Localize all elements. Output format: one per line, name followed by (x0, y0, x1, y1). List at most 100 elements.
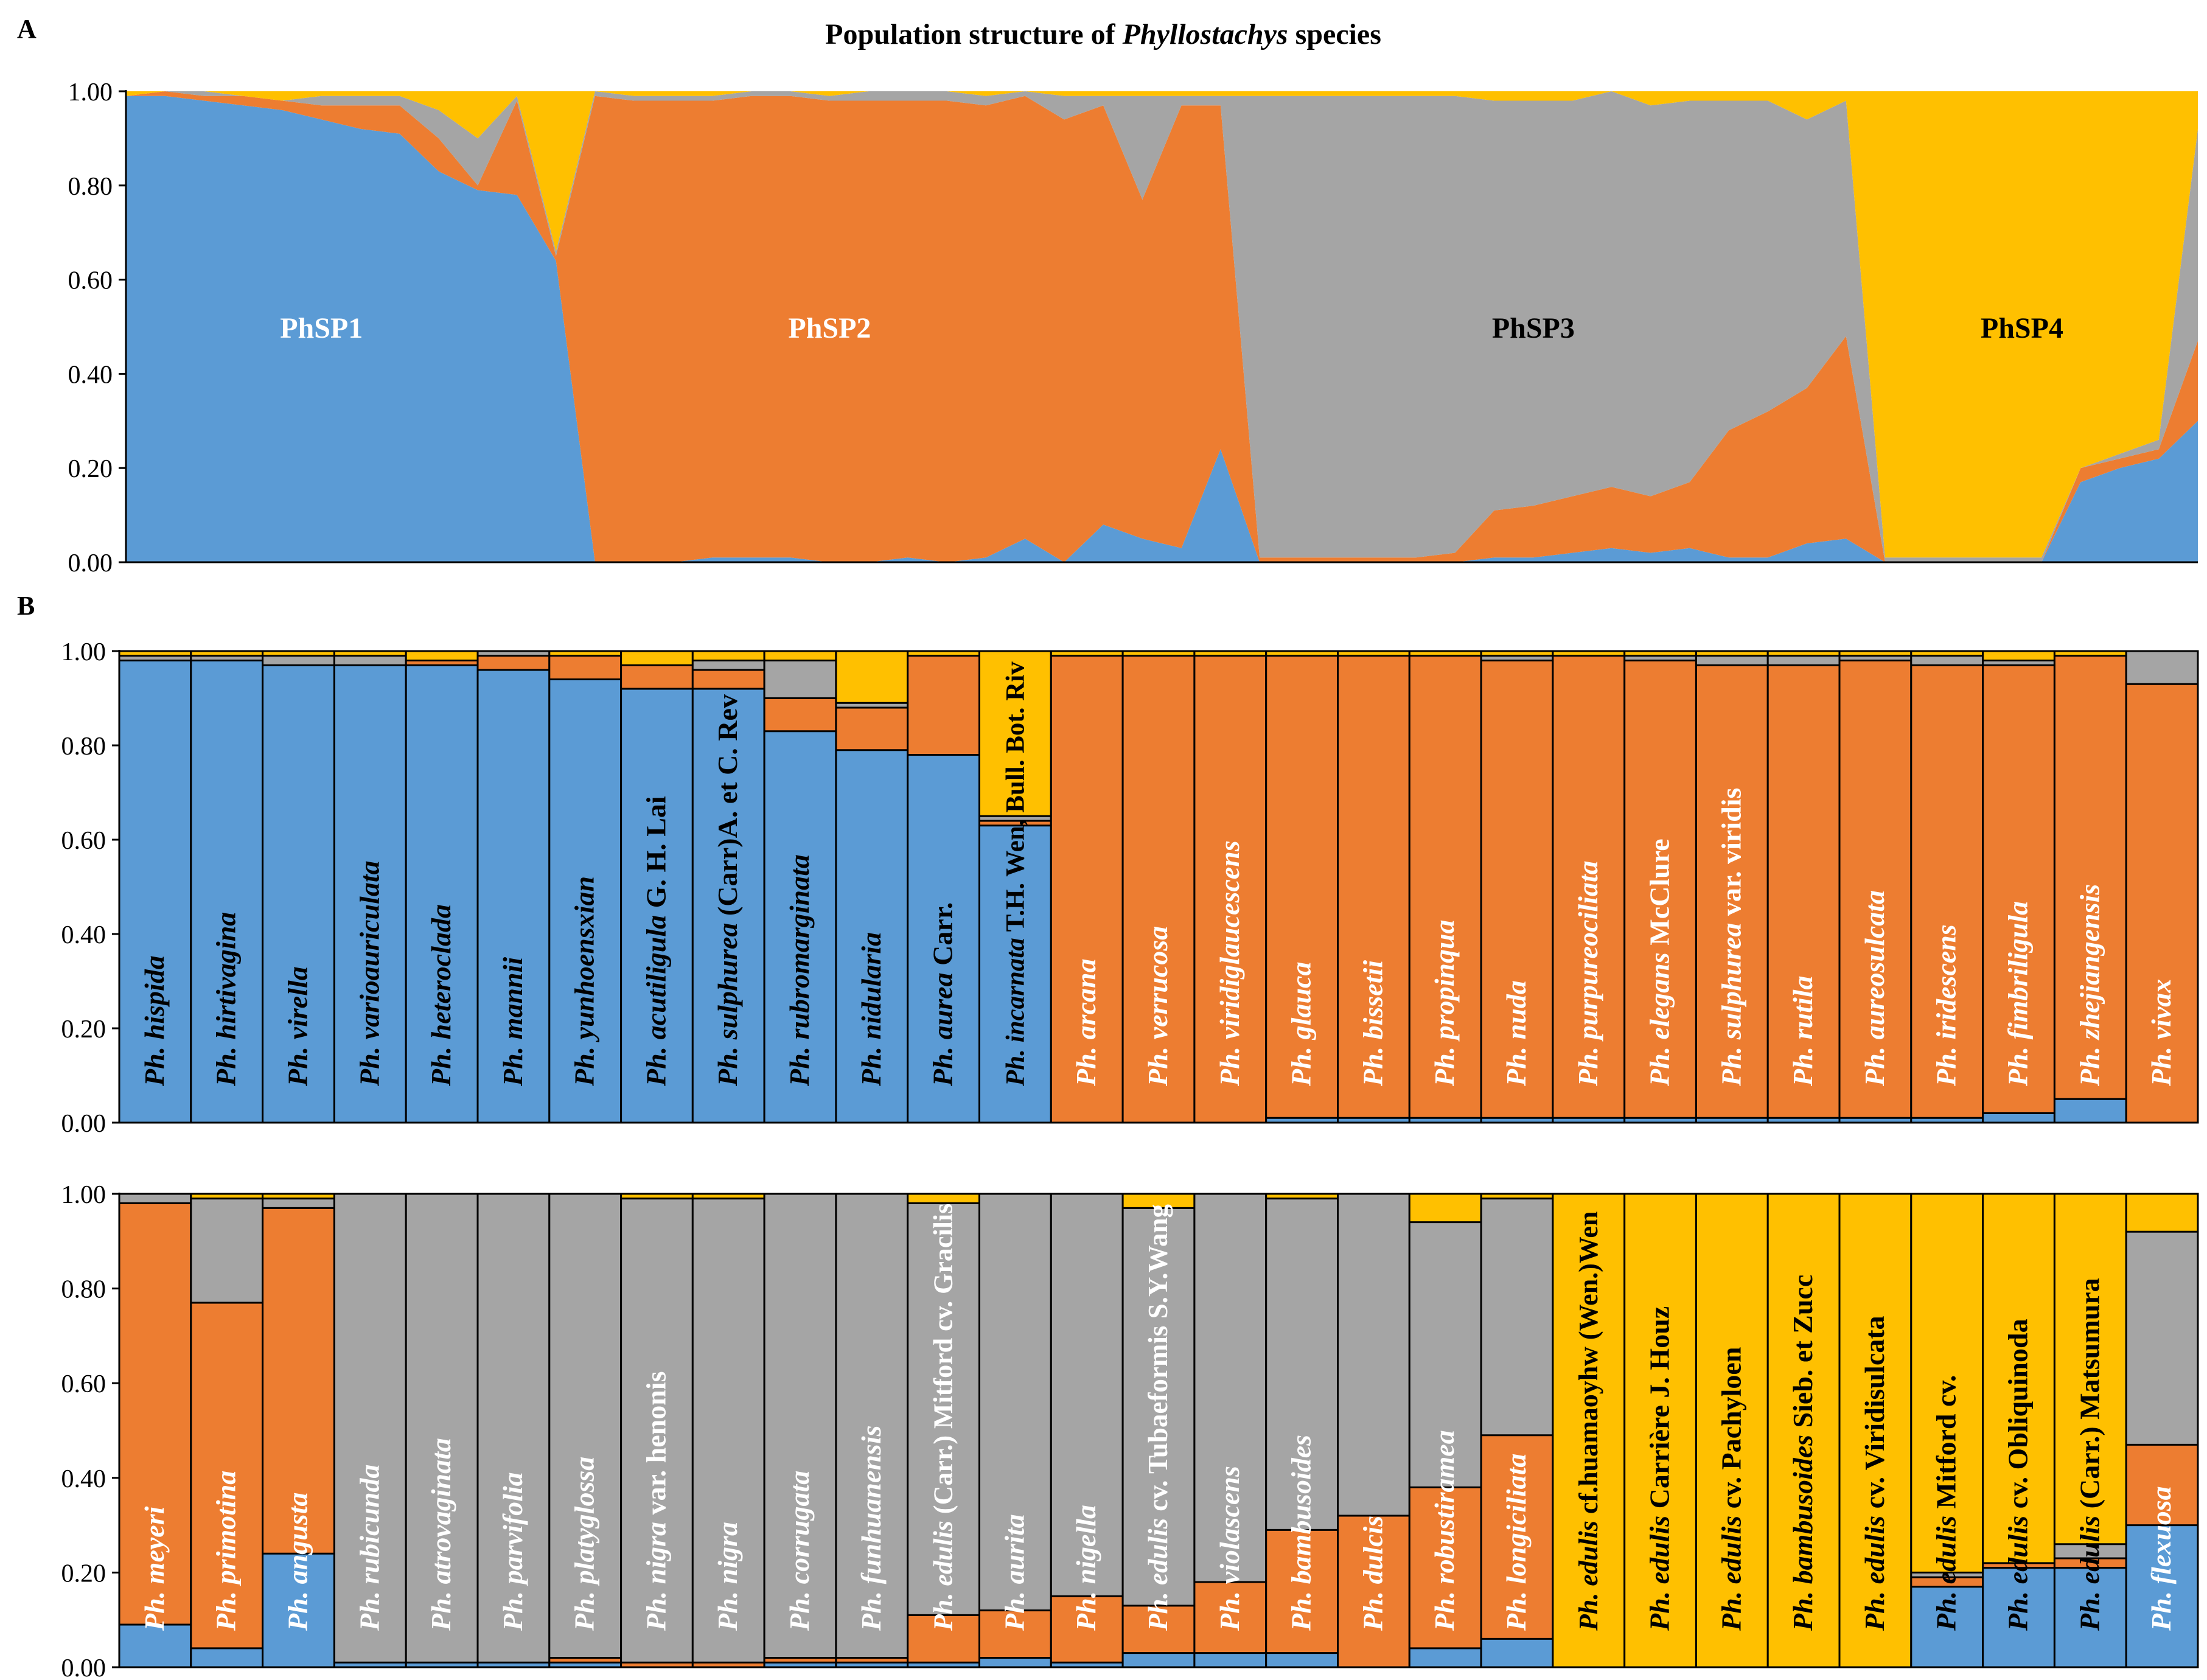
title-genus: Phyllostachys (1122, 18, 1288, 51)
bar-label-part: McClure (1644, 838, 1675, 952)
bar-segment-phsp1 (1409, 1118, 1482, 1123)
stacked-bar: Ph. glauca (1265, 650, 1339, 1124)
bar-segment-phsp2 (1982, 665, 2055, 1114)
bar-segment-phsp1 (478, 1662, 549, 1667)
stacked-bar: Ph. nigella (1050, 1193, 1124, 1668)
bar-segment-phsp2 (1768, 665, 1839, 1118)
bar-label: Ph. edulis cv. Obliquinoda (2003, 1319, 2034, 1631)
bar-segment-phsp4 (2054, 1194, 2127, 1544)
bar-label-part: Ph. edulis (929, 1521, 958, 1631)
bar-label-part: Ph. violascens (1214, 1466, 1245, 1631)
bar-segment-phsp4 (1982, 1194, 2055, 1563)
stacked-bar: Ph. virella (262, 650, 335, 1124)
bar-label: Ph. angusta (282, 1492, 313, 1631)
bar-segment-phsp4 (1552, 651, 1625, 656)
stacked-bar: Ph. violascens (1193, 1193, 1267, 1668)
stacked-bar: Ph. acutiligula G. H. Lai (620, 650, 694, 1124)
bar-label: Ph. flexuosa (2146, 1486, 2177, 1631)
bar-segment-phsp1 (119, 660, 191, 1123)
bar-segment-phsp2 (549, 1657, 621, 1663)
bar-segment-phsp1 (907, 1662, 980, 1667)
bar-label-part: cv. Pachyloen (1715, 1347, 1746, 1516)
bar-segment-phsp1 (764, 1662, 836, 1667)
bar-label: Ph. aurea Carr. (927, 902, 958, 1087)
panel-b-bottom-y-tick-label: 0.60 (61, 1370, 106, 1398)
bar-label-part: Ph. edulis (2003, 1516, 2034, 1631)
bar-segment-phsp4 (1337, 651, 1410, 656)
panel-a-area-chart: 0.00 0.20 0.40 0.60 0.80 1.00 PhSP1 PhSP2 PhSP3 P… (68, 78, 2198, 577)
bar-label: Ph. edulis (Carr.) Matsumura (2074, 1278, 2105, 1631)
stacked-bar: Ph. hispida (118, 650, 192, 1124)
panel-b-bottom-y-tick-label: 1.00 (61, 1181, 106, 1209)
bar-segment-phsp1 (1266, 1653, 1338, 1667)
bar-segment-phsp2 (621, 1662, 693, 1667)
bar-label: Ph. corrugata (784, 1471, 815, 1631)
bar-segment-phsp4 (1266, 651, 1338, 656)
bar-segment-phsp1 (1624, 1118, 1696, 1123)
bar-label: Ph. verrucosa (1142, 926, 1173, 1087)
stacked-bar: Ph. bissetii (1337, 650, 1410, 1124)
stacked-bar: Ph. iridescens (1910, 650, 1984, 1124)
bar-segment-phsp3 (2054, 1544, 2127, 1558)
bar-segment-phsp4 (406, 651, 478, 661)
bar-segment-phsp4 (692, 1194, 765, 1199)
bar-label-part: Ph. edulis (1859, 1516, 1890, 1631)
bar-segment-phsp4 (621, 651, 693, 666)
bar-segment-phsp1 (262, 1553, 335, 1667)
bar-label: Ph. platyglossa (569, 1457, 600, 1631)
stacked-bar: Ph. bambusoides Sieb. et Zucc (1766, 1193, 1841, 1668)
bar-label-part: Ph. nidularia (856, 932, 887, 1087)
panel-b-label: B (17, 591, 35, 621)
bar-label: Ph. varioauriculata (354, 860, 385, 1087)
bar-segment-phsp3 (334, 1194, 406, 1663)
panel-a-plot (126, 91, 2198, 562)
bar-label: Ph. aurita (999, 1514, 1030, 1631)
bar-label: Ph. glauca (1286, 962, 1317, 1087)
bar-label: Ph. acutiligula G. H. Lai (640, 796, 671, 1087)
stacked-bar: Ph. arcana (1050, 650, 1124, 1124)
bar-segment-phsp2 (764, 698, 836, 731)
stacked-bar: Ph. propinqua (1408, 650, 1482, 1124)
bar-label-part: Ph. platyglossa (569, 1457, 600, 1631)
stacked-bar: Ph. atrovaginata (405, 1193, 479, 1668)
panel-b-top-bar-chart: Ph. hispida Ph. hirtivagina Ph. virella Ph.… (61, 638, 2199, 1138)
bar-label-part: Ph. primotina (211, 1471, 242, 1631)
bar-label: Ph. zhejiangensis (2074, 884, 2105, 1087)
bar-segment-phsp1 (621, 689, 693, 1123)
stacked-bar: Ph. rutila (1766, 650, 1841, 1124)
bar-segment-phsp3 (907, 1203, 980, 1616)
bar-label: Ph. iridescens (1931, 924, 1962, 1087)
stacked-bar: Ph. edulis Carrière J. Houz (1623, 1193, 1697, 1668)
bar-segment-phsp1 (1911, 1118, 1983, 1123)
stacked-bar: Ph. elegans McClure (1623, 650, 1697, 1124)
bar-label-part: T.H. Wen, Bull. Bot. Riv (1001, 661, 1030, 938)
bar-segment-phsp3 (764, 660, 836, 699)
bar-segment-phsp3 (621, 1198, 693, 1663)
bar-segment-phsp2 (549, 655, 621, 680)
bar-segment-phsp2 (1624, 660, 1696, 1118)
bar-label-part: Ph. bambusoides (1286, 1435, 1317, 1631)
bar-segment-phsp2 (979, 1610, 1051, 1658)
stacked-bar: Ph. viridiglaucescens (1193, 650, 1267, 1124)
bar-segment-phsp2 (478, 655, 549, 671)
bar-segment-phsp1 (1194, 1653, 1266, 1667)
area-series-phsp4 (126, 91, 2198, 558)
bar-segment-phsp2 (2126, 684, 2198, 1123)
bar-segment-phsp3 (334, 655, 406, 666)
bar-label-part: Ph. incarnata (1001, 938, 1030, 1087)
bar-label: Ph. yunhoensxian (569, 876, 600, 1087)
bar-label-part: Ph. nuda (1501, 980, 1532, 1087)
bar-segment-phsp3 (1982, 660, 2055, 666)
bar-label-part: G. H. Lai (640, 796, 671, 915)
bar-label-part: Ph. edulis (1574, 1521, 1603, 1631)
bar-label-part: Ph. bambusoides (1787, 1435, 1818, 1631)
bar-label: Ph. parvifolia (497, 1472, 528, 1631)
bar-segment-phsp1 (1409, 1648, 1482, 1667)
bar-segment-phsp2 (692, 670, 765, 689)
bar-segment-phsp2 (764, 1657, 836, 1663)
bar-label: Ph. virella (282, 966, 313, 1087)
bar-label-part: Ph. sulphurea (712, 923, 743, 1087)
stacked-bar: Ph. aureosulcata (1838, 650, 1912, 1124)
bar-segment-phsp2 (1337, 1516, 1410, 1667)
bar-label: Ph. atrovaginata (425, 1438, 456, 1631)
